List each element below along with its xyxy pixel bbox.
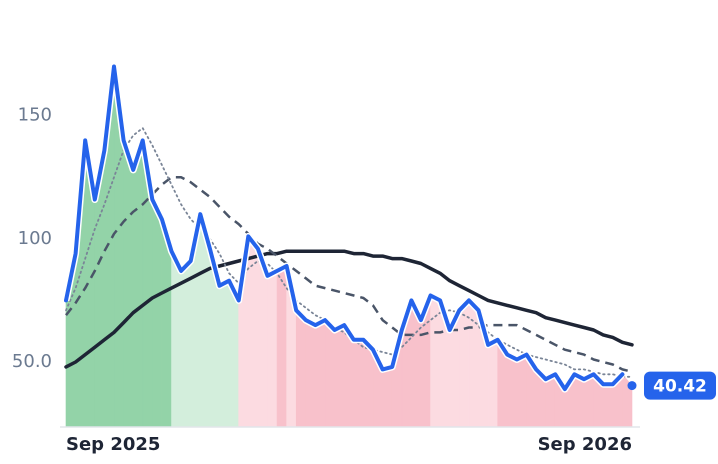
area-fill [382, 366, 393, 428]
value-label: 40.42 [653, 377, 707, 397]
x-tick-label: Sep 2026 [538, 434, 632, 455]
price-line [64, 64, 625, 392]
area-fill [276, 265, 287, 428]
area-fill [468, 299, 479, 428]
area-fill [152, 199, 163, 428]
area-fill [315, 319, 326, 428]
area-fill [267, 270, 278, 428]
area-fill [516, 354, 527, 428]
area-fill [171, 251, 182, 428]
area-fill [487, 339, 498, 428]
y-tick-label: 50.0 [12, 351, 52, 372]
dashed-line [65, 176, 633, 374]
area-fill [123, 140, 134, 428]
solid-line [64, 249, 634, 369]
area-fill [459, 299, 470, 428]
y-tick-label: 150 [18, 105, 52, 126]
area-fill [295, 309, 307, 428]
last-point [627, 381, 637, 391]
area-fill [602, 383, 614, 428]
labels: 50.0 100 150 Sep 2025 Sep 2026 40.42 [12, 105, 716, 455]
area-fill [132, 140, 144, 428]
area-fill [430, 295, 441, 428]
area-fill [334, 324, 345, 428]
area-fill [180, 260, 192, 428]
area-fill [506, 354, 518, 428]
area-fill [353, 339, 364, 428]
lines [62, 63, 637, 393]
area-fill [324, 319, 335, 428]
x-tick-label: Sep 2025 [66, 434, 160, 455]
area-fill [305, 319, 316, 428]
value-badge [644, 371, 716, 400]
y-tick-label: 100 [18, 228, 52, 249]
area-fills [65, 66, 633, 428]
area-fill [219, 280, 230, 428]
